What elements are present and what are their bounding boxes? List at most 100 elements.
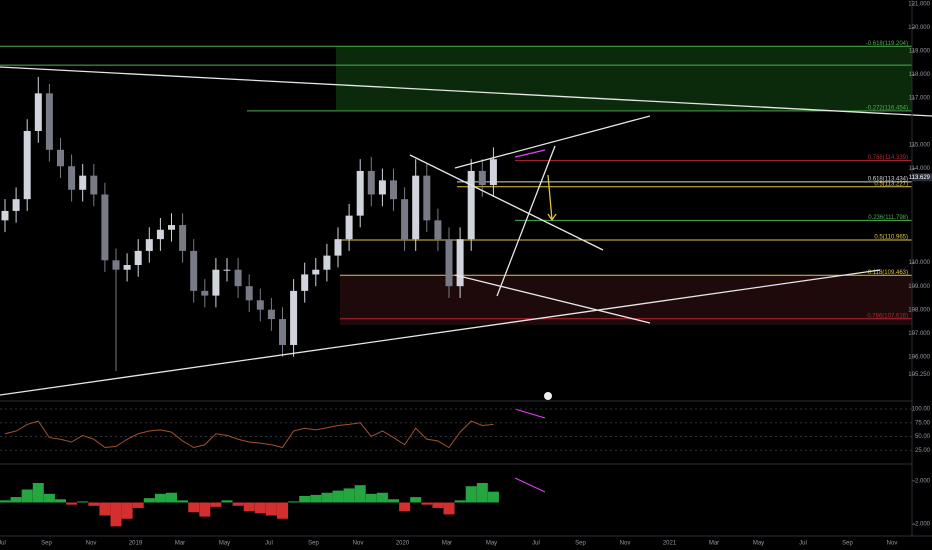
candle-body: [434, 220, 442, 240]
histogram-bar: [77, 501, 89, 503]
histogram-bar: [221, 500, 233, 503]
histogram-bar: [265, 502, 277, 516]
x-tick-label: Jul: [799, 541, 807, 547]
histogram-bar: [321, 492, 333, 503]
histogram-bar: [188, 502, 200, 513]
x-tick-label: Jul: [0, 541, 6, 547]
x-tick-label: Sep: [308, 541, 319, 547]
y-tick-label: 118.000: [909, 72, 931, 78]
histogram-bar: [32, 483, 44, 503]
candle-body: [478, 170, 486, 186]
y-tick-label: 109.000: [908, 284, 930, 290]
histogram-bar: [399, 502, 411, 512]
y-tick-label: 107.000: [908, 331, 930, 337]
candle-body: [12, 199, 20, 211]
histogram-bar: [421, 502, 433, 505]
candle-body: [123, 265, 131, 270]
candle-body: [234, 269, 242, 287]
candle-body: [301, 274, 309, 291]
x-tick-label: Sep: [842, 541, 853, 547]
level-label: 0.236(111.798): [868, 215, 908, 221]
trendline: [496, 145, 556, 297]
histogram-bar: [99, 502, 111, 516]
trendline: [0, 269, 881, 396]
histogram-bar: [210, 502, 222, 507]
x-tick-label: Nov: [887, 541, 898, 547]
level-label: 0.786(107.616): [867, 313, 908, 319]
histogram-bar: [343, 488, 355, 503]
candle-body: [356, 170, 364, 216]
candle-body: [23, 130, 31, 200]
candle-body: [390, 180, 397, 200]
y-tick-label: 110.000: [909, 260, 931, 266]
candle-body: [279, 319, 286, 345]
candle-body: [423, 175, 431, 221]
histogram-bar: [66, 502, 78, 505]
alert-icon[interactable]: [544, 392, 552, 400]
histogram-bar: [288, 501, 300, 503]
level-label: 0.618(113.434): [868, 176, 908, 182]
trendline: [454, 274, 651, 324]
candle-body: [168, 225, 175, 230]
histogram-bar: [154, 493, 166, 503]
x-tick-label: Mar: [709, 541, 719, 547]
candle-body: [134, 250, 142, 266]
candle-body: [190, 250, 198, 291]
x-tick-label: 2020: [396, 541, 410, 547]
x-tick-label: Sep: [575, 541, 586, 547]
level-label: 0.5(113.227): [874, 181, 908, 187]
y-tick-label: 114.000: [909, 166, 931, 172]
histogram-bar: [177, 500, 189, 503]
y-tick-label: 100.00: [912, 407, 931, 413]
histogram-bar: [10, 497, 22, 503]
histogram-bar: [110, 502, 122, 527]
candle-body: [179, 225, 187, 251]
candle-body: [367, 170, 375, 195]
rsi-line: [4, 420, 494, 449]
candle-body: [256, 300, 264, 310]
candle-body: [79, 175, 87, 190]
candle-body: [445, 239, 453, 287]
drawings: [0, 66, 932, 396]
candle-body: [267, 309, 275, 320]
histogram-bar: [432, 502, 444, 508]
candle-body: [45, 93, 53, 150]
y-tick-label: 25.00: [915, 448, 931, 454]
trendline: [454, 115, 651, 169]
candle-body: [34, 93, 42, 131]
divergence-line: [514, 408, 546, 419]
level-label: 0.118(109.463): [868, 270, 908, 276]
trendline: [409, 154, 604, 251]
y-tick-label: 105.250: [908, 372, 930, 378]
histogram-bar: [443, 502, 455, 515]
candle-body: [378, 180, 386, 195]
divergence-line: [514, 149, 546, 158]
y-tick-label: 75.00: [915, 420, 931, 426]
histogram-bar: [388, 499, 399, 503]
candle-body: [334, 239, 342, 256]
trendline: [0, 66, 932, 117]
histogram-bar: [43, 493, 55, 503]
candle-body: [112, 260, 120, 270]
histogram-bar: [88, 502, 100, 506]
candle-body: [201, 290, 209, 296]
candle-body: [290, 290, 298, 345]
x-tick-label: May: [219, 541, 230, 547]
x-tick-label: Nov: [86, 541, 97, 547]
candle-body: [245, 286, 253, 301]
histogram-bar: [410, 497, 422, 503]
histogram-bar: [365, 493, 377, 503]
histogram-bar: [55, 499, 66, 503]
x-tick-label: Mar: [442, 541, 452, 547]
y-tick-label: 108.000: [908, 307, 930, 313]
price-tag: [912, 173, 932, 182]
x-tick-label: May: [753, 541, 764, 547]
candle-body: [57, 149, 64, 167]
y-tick-label: 2.000: [915, 478, 931, 484]
candle-body: [467, 170, 475, 240]
y-tick-label: 121.000: [908, 2, 930, 8]
histogram-bar: [476, 483, 488, 503]
level-label: -0.618(119.204): [866, 41, 908, 47]
x-tick-label: 2019: [129, 541, 143, 547]
